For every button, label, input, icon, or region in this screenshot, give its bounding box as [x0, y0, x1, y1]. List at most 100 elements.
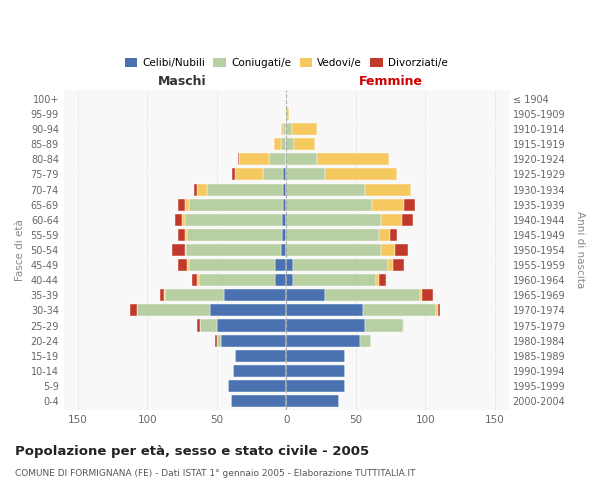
Bar: [281, 138, 286, 150]
Bar: [224, 290, 286, 302]
Bar: [185, 244, 186, 256]
Bar: [286, 214, 380, 226]
Bar: [286, 365, 344, 377]
Bar: [282, 214, 286, 226]
Bar: [376, 274, 379, 286]
Bar: [388, 259, 393, 271]
Bar: [404, 198, 415, 210]
Bar: [380, 214, 401, 226]
Bar: [185, 198, 189, 210]
Bar: [230, 395, 286, 407]
Bar: [182, 214, 185, 226]
Bar: [286, 154, 317, 166]
Bar: [286, 334, 360, 346]
Bar: [286, 123, 292, 135]
Bar: [286, 350, 344, 362]
Bar: [395, 244, 409, 256]
Bar: [419, 290, 422, 302]
Bar: [197, 320, 200, 332]
Bar: [282, 229, 286, 241]
Bar: [286, 184, 365, 196]
Bar: [286, 138, 295, 150]
Bar: [191, 274, 197, 286]
Bar: [186, 244, 281, 256]
Bar: [292, 123, 317, 135]
Bar: [178, 259, 187, 271]
Bar: [436, 304, 437, 316]
Bar: [200, 320, 217, 332]
Bar: [286, 229, 379, 241]
Bar: [233, 365, 286, 377]
Bar: [217, 334, 221, 346]
Bar: [197, 184, 207, 196]
Bar: [178, 229, 185, 241]
Bar: [286, 290, 325, 302]
Bar: [365, 320, 403, 332]
Bar: [293, 259, 388, 271]
Y-axis label: Fasce di età: Fasce di età: [15, 219, 25, 281]
Bar: [221, 334, 286, 346]
Bar: [373, 198, 404, 210]
Bar: [269, 154, 286, 166]
Bar: [286, 380, 344, 392]
Bar: [210, 304, 286, 316]
Bar: [365, 184, 411, 196]
Bar: [379, 274, 386, 286]
Bar: [175, 214, 182, 226]
Bar: [189, 259, 275, 271]
Bar: [325, 168, 397, 180]
Bar: [197, 274, 199, 286]
Bar: [235, 350, 286, 362]
Bar: [235, 168, 263, 180]
Bar: [286, 274, 293, 286]
Bar: [194, 184, 197, 196]
Bar: [275, 274, 286, 286]
Bar: [437, 304, 440, 316]
Bar: [286, 320, 365, 332]
Bar: [286, 395, 339, 407]
Bar: [185, 214, 282, 226]
Bar: [189, 198, 283, 210]
Text: COMUNE DI FORMIGNANA (FE) - Dati ISTAT 1° gennaio 2005 - Elaborazione TUTTITALIA: COMUNE DI FORMIGNANA (FE) - Dati ISTAT 1…: [15, 470, 415, 478]
Y-axis label: Anni di nascita: Anni di nascita: [575, 212, 585, 288]
Bar: [286, 244, 380, 256]
Text: Popolazione per età, sesso e stato civile - 2005: Popolazione per età, sesso e stato civil…: [15, 445, 369, 458]
Bar: [317, 154, 389, 166]
Text: Femmine: Femmine: [358, 74, 422, 88]
Bar: [286, 168, 325, 180]
Bar: [293, 274, 376, 286]
Bar: [263, 168, 283, 180]
Legend: Celibi/Nubili, Coniugati/e, Vedovi/e, Divorziati/e: Celibi/Nubili, Coniugati/e, Vedovi/e, Di…: [121, 54, 452, 72]
Bar: [238, 154, 239, 166]
Bar: [217, 320, 286, 332]
Bar: [274, 138, 281, 150]
Bar: [380, 244, 395, 256]
Bar: [286, 198, 373, 210]
Bar: [422, 290, 433, 302]
Bar: [178, 198, 185, 210]
Bar: [130, 304, 137, 316]
Bar: [185, 229, 187, 241]
Bar: [187, 229, 282, 241]
Bar: [187, 259, 189, 271]
Bar: [283, 168, 286, 180]
Bar: [228, 380, 286, 392]
Bar: [160, 290, 164, 302]
Bar: [275, 259, 286, 271]
Bar: [401, 214, 413, 226]
Text: Maschi: Maschi: [158, 74, 206, 88]
Bar: [325, 290, 419, 302]
Bar: [283, 123, 286, 135]
Bar: [283, 184, 286, 196]
Bar: [137, 304, 210, 316]
Bar: [283, 198, 286, 210]
Bar: [165, 290, 224, 302]
Bar: [281, 123, 283, 135]
Bar: [207, 184, 283, 196]
Bar: [362, 304, 436, 316]
Bar: [215, 334, 217, 346]
Bar: [239, 154, 269, 166]
Bar: [360, 334, 371, 346]
Bar: [286, 108, 289, 120]
Bar: [164, 290, 165, 302]
